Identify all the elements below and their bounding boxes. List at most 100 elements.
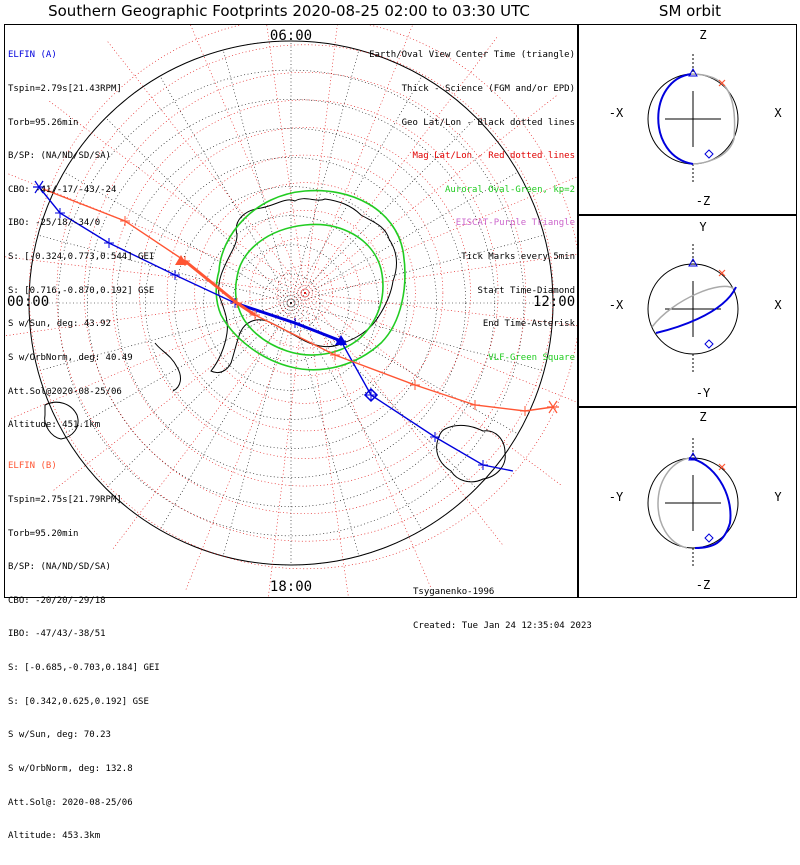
mag-meridian: [304, 36, 498, 294]
polar-map: 06:00 00:00 12:00 18:00: [5, 25, 578, 597]
geo-meridian: [222, 302, 292, 557]
elfin-b-line: Tspin=2.75s[21.79RPM]: [8, 495, 122, 506]
model-label: Tsyganenko-1996: [413, 587, 495, 598]
mag-meridian: [107, 41, 306, 294]
axis-label-bottom: -Z: [696, 194, 710, 208]
orbit-start-diamond: [704, 533, 714, 543]
mag-lat-circle: [277, 265, 333, 321]
hour-label-bottom: 18:00: [270, 579, 312, 595]
sm-panel-xy: Y -Y -X X: [577, 214, 797, 408]
sm-plot-xy: Y -Y -X X: [609, 220, 783, 400]
mag-meridian: [304, 95, 557, 294]
axis-label-right: X: [774, 106, 782, 120]
elfin-b-center-triangle: [175, 255, 187, 265]
elfin-b-line: S: [-0.685,-0.703,0.184] GEI: [8, 663, 160, 674]
elfin-a-orbit: [688, 457, 732, 549]
elfin-b-line: S w/OrbNorm, deg: 132.8: [8, 763, 133, 774]
south-america-coastline: [154, 342, 181, 392]
elfin-b-orbit: [651, 285, 735, 328]
elfin-b-tick: [470, 400, 480, 410]
legend-item: EISCAT-Purple Triangle: [455, 218, 575, 229]
legend-item: End Time-Asterisk: [482, 319, 575, 330]
elfin-b-tick: [232, 298, 242, 308]
hour-label-top: 06:00: [270, 28, 312, 44]
orbit-end-asterisk: [718, 463, 726, 471]
elfin-b-tick: [410, 380, 420, 390]
elfin-a-line: Tspin=2.79s[21.43RPM]: [8, 84, 122, 95]
mag-meridian: [5, 256, 306, 294]
elfin-a-end-asterisk: [33, 180, 45, 194]
mag-meridian: [304, 176, 578, 294]
elfin-b-tick: [250, 310, 260, 320]
mag-meridian: [268, 292, 306, 597]
mag-lat-circle: [249, 237, 361, 349]
elfin-a-name: ELFIN (A): [8, 50, 57, 61]
hour-label-right: 12:00: [533, 294, 575, 310]
elfin-b-orbit: [690, 73, 736, 165]
orbit-center-triangle: [688, 257, 698, 267]
mag-meridian: [304, 292, 431, 588]
orbit-center-triangle: [688, 67, 698, 77]
elfin-b-tick: [520, 406, 530, 416]
mag-meridian: [5, 292, 306, 337]
mag-meridian: [7, 173, 306, 294]
elfin-a-line: S w/Sun, deg: 43.92: [8, 319, 111, 330]
elfin-b-line: Altitude: 453.3km: [8, 831, 101, 842]
elfin-b-line: Att.Sol@: 2020-08-25/06: [8, 797, 133, 808]
elfin-a-line: S: [-0.324,0.773,0.544] GEI: [8, 252, 155, 263]
legend: Earth/Oval View Center Time (triangle) T…: [369, 28, 575, 387]
legend-item: Auroral Oval-Green, kp=2: [444, 184, 575, 195]
geo-meridian: [159, 302, 292, 531]
elfin-b-line: IBO: -47/43/-38/51: [8, 629, 106, 640]
mag-lat-circle: [84, 72, 526, 514]
mag-meridian: [10, 292, 306, 419]
elfin-a-tick: [170, 270, 180, 280]
sm-panel-xz: Z -Z -X X: [577, 24, 797, 216]
elfin-a-orbit: [655, 286, 737, 334]
elfin-b-end-asterisk: [547, 400, 559, 414]
orbit-start-diamond: [704, 339, 714, 349]
elfin-a-track-segment: [370, 394, 514, 472]
legend-item: Tick Marks every 5min: [461, 252, 575, 263]
elfin-b-line: B/SP: (NA/ND/SD/SA): [8, 562, 111, 573]
legend-item: VLF-Green Square: [488, 352, 575, 363]
elfin-a-line: IBO: -25/18/-34/0: [8, 218, 101, 229]
australia-coastline: [436, 424, 506, 483]
mag-meridian: [190, 25, 306, 294]
elfin-a-line: B/SP: (NA/ND/SD/SA): [8, 151, 111, 162]
mag-meridian: [304, 292, 562, 486]
mag-meridian: [48, 100, 306, 294]
elfin-a-line: S: [0.716,-0.870,0.192] GSE: [8, 285, 155, 296]
elfin-b-info: ELFIN (B) Tspin=2.75s[21.79RPM] Torb=95.…: [8, 439, 160, 865]
credits: Tsyganenko-1996 Created: Tue Jan 24 12:3…: [413, 565, 592, 655]
elfin-a-tick: [290, 318, 300, 328]
elfin-a-info: ELFIN (A) Tspin=2.79s[21.43RPM] Torb=95.…: [8, 28, 154, 454]
elfin-b-line: S: [0.342,0.625,0.192] GSE: [8, 696, 149, 707]
mag-meridian: [53, 292, 306, 491]
legend-item: Earth/Oval View Center Time (triangle): [369, 50, 575, 61]
created-label: Created: Tue Jan 24 12:35:04 2023: [413, 621, 592, 632]
mag-lat-circle: [111, 99, 499, 487]
elfin-b-line: S w/Sun, deg: 70.23: [8, 730, 111, 741]
mag-lat-circle: [139, 127, 471, 459]
legend-item: Geo Lat/Lon - Black dotted lines: [401, 117, 575, 128]
axis-label-left: -X: [609, 298, 624, 312]
plot-title: Southern Geographic Footprints 2020-08-2…: [48, 2, 530, 20]
axis-label-top: Z: [699, 410, 706, 424]
mag-meridian: [112, 292, 306, 550]
africa-coastline: [44, 401, 79, 440]
legend-item: Start Time-Diamond: [477, 285, 575, 296]
axis-label-bottom: -Z: [696, 578, 710, 592]
elfin-b-tick: [120, 216, 130, 226]
orbit-end-asterisk: [718, 79, 726, 87]
mag-meridian: [304, 292, 349, 597]
sm-orbit-title: SM orbit: [658, 2, 722, 20]
geo-lat-circle: [28, 40, 554, 566]
orbit-start-diamond: [704, 149, 714, 159]
geo-lat-circle: [145, 157, 437, 449]
mag-meridian: [185, 292, 306, 591]
legend-item: Mag Lat/Lon - Red dotted lines: [412, 151, 575, 162]
elfin-a-tick: [430, 432, 440, 442]
mag-meridian: [304, 25, 413, 294]
elfin-a-line: Altitude: 451.1km: [8, 420, 101, 431]
